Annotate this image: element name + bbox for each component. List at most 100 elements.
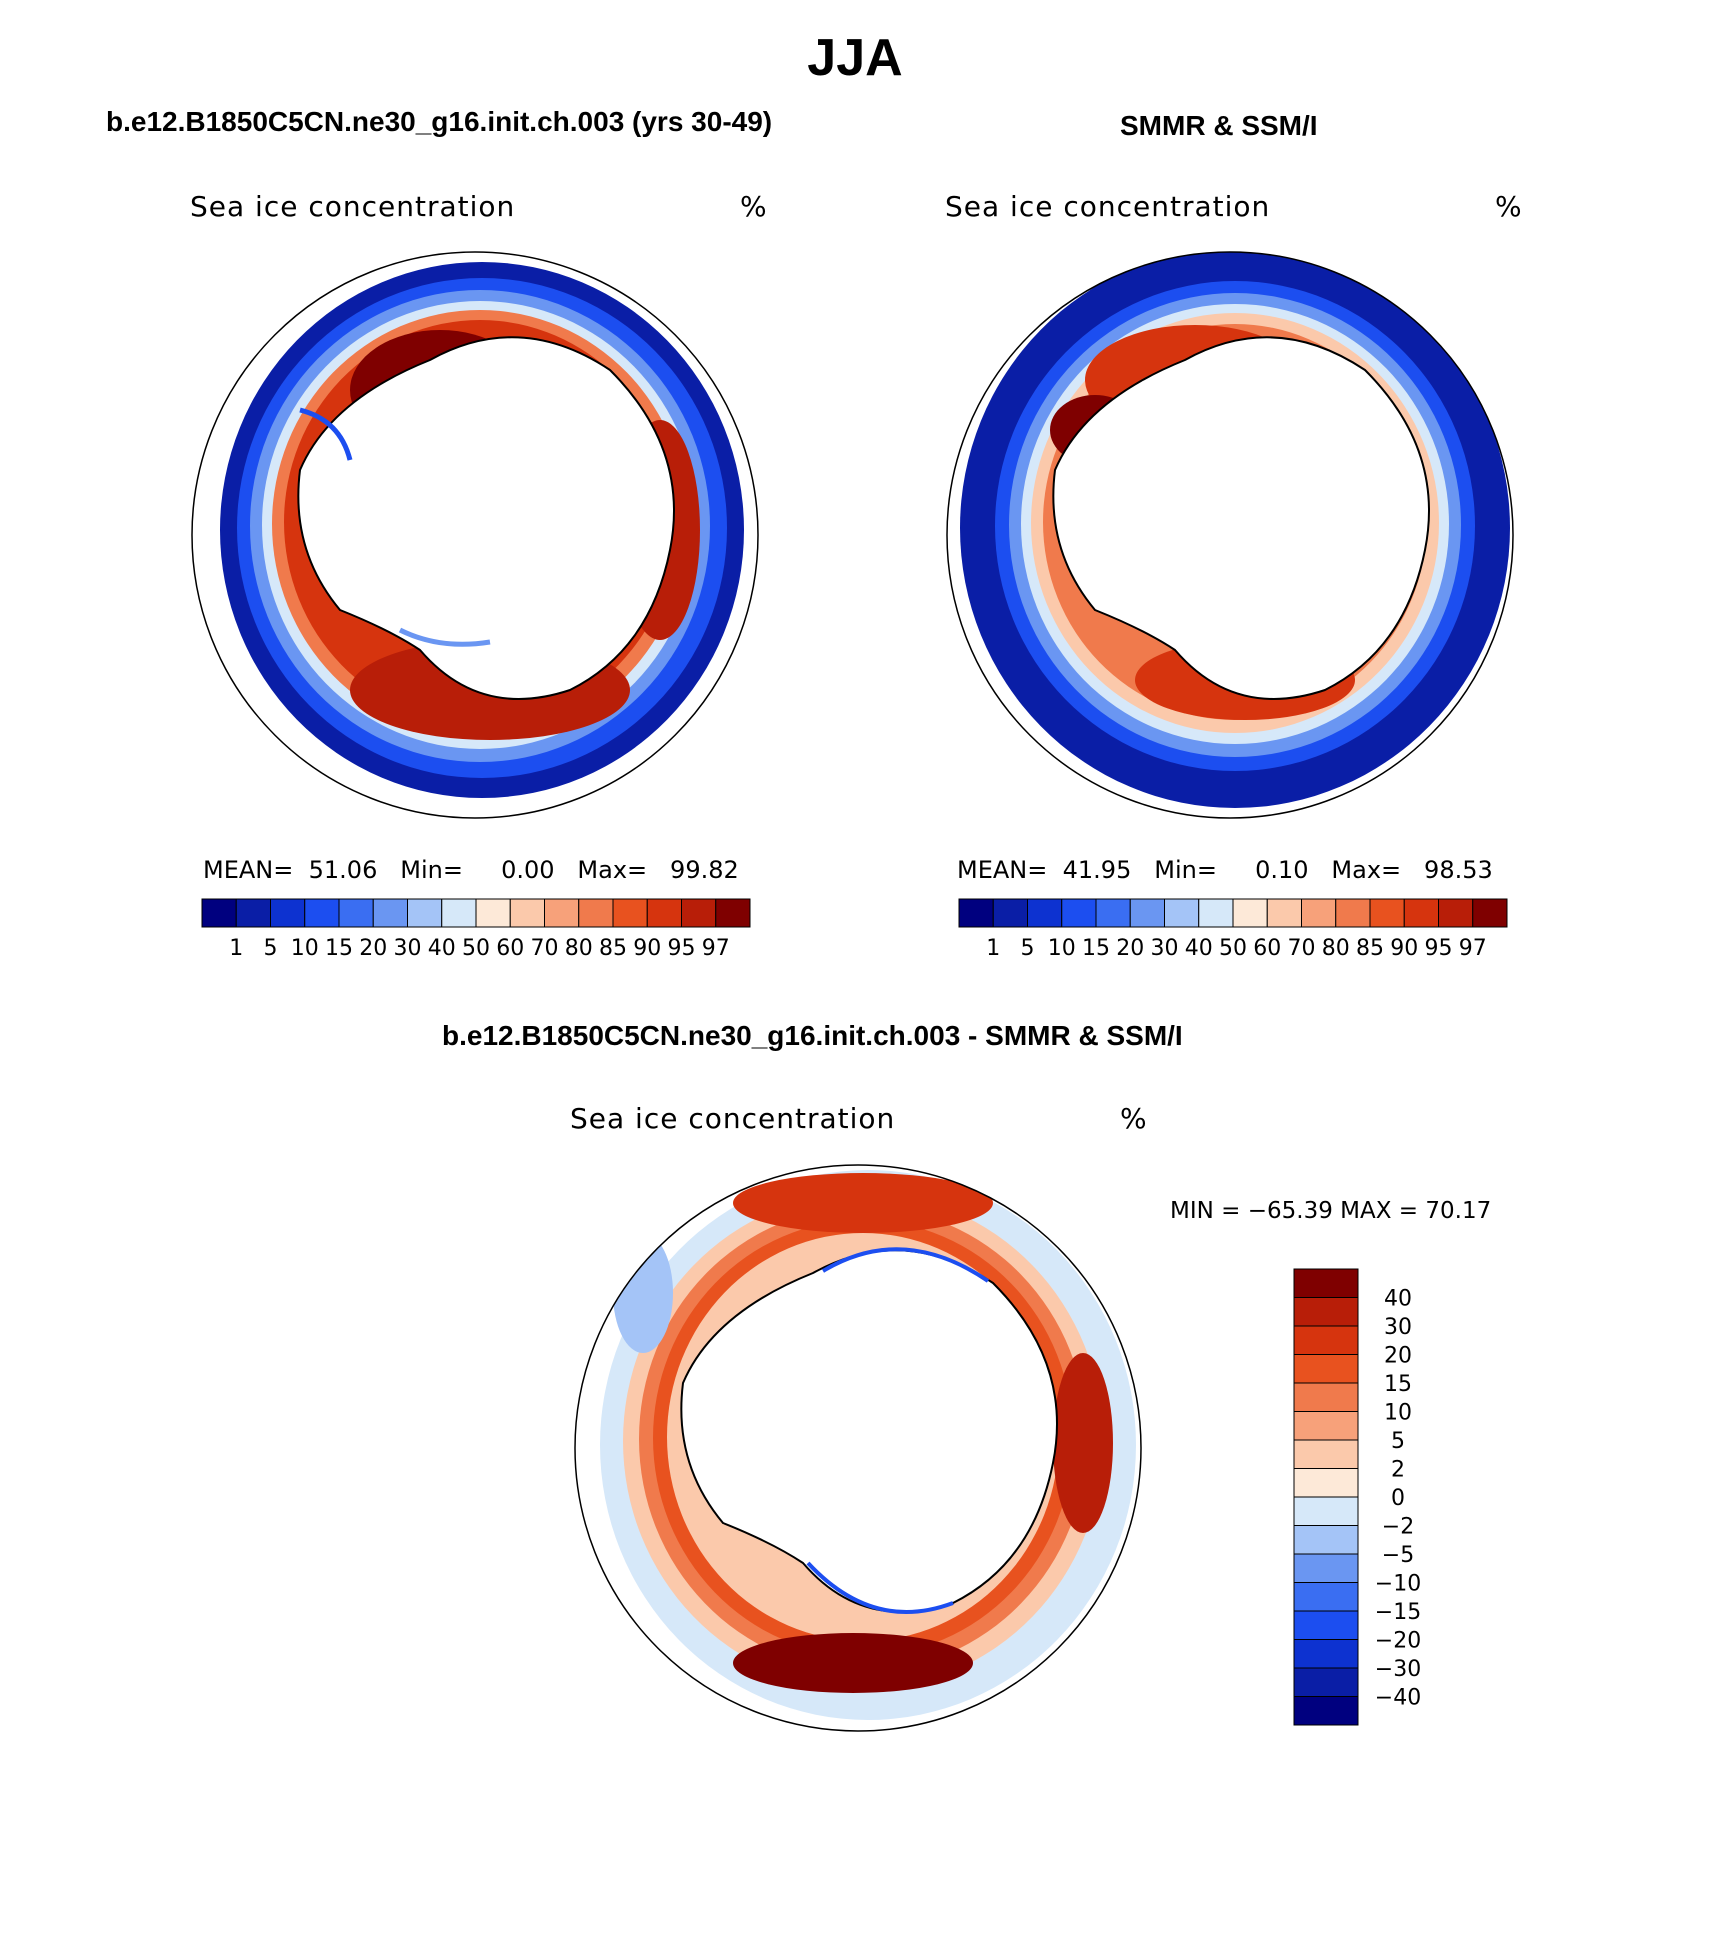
obs-colorbar-swatch [1232,898,1268,928]
diff-colorbar-tick-label: 30 [1384,1315,1412,1340]
model-polar-map [191,251,759,819]
obs-colorbar-swatch [1472,898,1508,928]
diff-colorbar-swatch [1293,1696,1359,1726]
obs-colorbar-tick-label: 90 [1390,936,1418,961]
obs-colorbar-tick-label: 5 [1021,936,1035,961]
model-colorbar-swatch [578,898,614,928]
model-colorbar-tick-label: 40 [428,936,456,961]
obs-colorbar-tick-label: 10 [1048,936,1076,961]
model-min-label: Min= [400,856,463,884]
model-stats: MEAN= 51.06 Min= 0.00 Max= 99.82 [203,856,739,884]
obs-colorbar-swatch [1095,898,1131,928]
diff-colorbar-swatch [1293,1354,1359,1384]
obs-colorbar-tick-label: 20 [1116,936,1144,961]
diff-colorbar-tick-label: −40 [1375,1686,1421,1711]
obs-colorbar-swatch [1369,898,1405,928]
obs-mean-value: 41.95 [1062,856,1132,884]
diff-colorbar-swatch [1293,1468,1359,1498]
obs-colorbar-swatch [1403,898,1439,928]
diff-colorbar-tick-label: −10 [1375,1572,1421,1597]
model-colorbar-swatch [235,898,271,928]
obs-colorbar-tick-label: 97 [1459,936,1487,961]
model-colorbar-tick-label: 1 [229,936,243,961]
model-colorbar-tick-label: 5 [264,936,278,961]
model-colorbar-tick-label: 90 [633,936,661,961]
model-colorbar-swatch [441,898,477,928]
diff-colorbar-tick-label: 10 [1384,1401,1412,1426]
diff-colorbar-swatch [1293,1382,1359,1412]
model-colorbar-tick-label: 85 [599,936,627,961]
obs-colorbar-tick-label: 50 [1219,936,1247,961]
obs-colorbar-tick-label: 15 [1082,936,1110,961]
page-title: JJA [807,29,903,87]
obs-min-label: Min= [1154,856,1217,884]
diff-minmax: MIN = −65.39 MAX = 70.17 [1170,1198,1492,1224]
model-colorbar-swatch [544,898,580,928]
diff-colorbar-tick-label: −5 [1382,1543,1414,1568]
diff-colorbar-tick-label: 5 [1391,1429,1405,1454]
model-colorbar-swatch [201,898,237,928]
obs-stats: MEAN= 41.95 Min= 0.10 Max= 98.53 [957,856,1493,884]
obs-colorbar: 1 5 10 15 20 30 40 50 60 70 80 85 90 95 97 [958,898,1508,961]
diff-colorbar-tick-label: 40 [1384,1287,1412,1312]
obs-min-value: 0.10 [1255,856,1309,884]
model-unit-label: % [740,190,767,223]
diff-colorbar-swatch [1293,1439,1359,1469]
diff-colorbar-tick-label: 20 [1384,1344,1412,1369]
diff-colorbar-tick-label: 2 [1391,1458,1405,1483]
model-mean-value: 51.06 [308,856,378,884]
obs-colorbar-swatch [1335,898,1371,928]
model-colorbar-tick-label: 60 [496,936,524,961]
diff-colorbar-tick-label: −2 [1382,1515,1414,1540]
model-colorbar-tick-label: 80 [565,936,593,961]
model-colorbar-swatch [681,898,717,928]
obs-colorbar-tick-label: 95 [1425,936,1453,961]
diff-colorbar-swatch [1293,1639,1359,1669]
diff-polar-map [574,1164,1142,1732]
obs-colorbar-tick-label: 30 [1151,936,1179,961]
diff-colorbar-swatch [1293,1667,1359,1697]
model-max-value: 99.82 [670,856,739,884]
obs-polar-map [946,251,1514,819]
model-colorbar-swatch [270,898,306,928]
obs-colorbar-swatch [958,898,994,928]
obs-colorbar-tick-label: 70 [1288,936,1316,961]
obs-colorbar-swatch [1438,898,1474,928]
obs-colorbar-swatch [1164,898,1200,928]
model-colorbar: 1 5 10 15 20 30 40 50 60 70 80 85 90 95 97 [201,898,751,961]
diff-colorbar-swatch [1293,1297,1359,1327]
obs-colorbar-swatch [992,898,1028,928]
diff-colorbar-tick-label: −30 [1375,1657,1421,1682]
model-max-label: Max= [577,856,648,884]
model-colorbar-tick-label: 10 [291,936,319,961]
diff-colorbar-tick-label: −20 [1375,1629,1421,1654]
diff-colorbar-swatch [1293,1411,1359,1441]
obs-colorbar-tick-label: 80 [1322,936,1350,961]
model-colorbar-tick-label: 95 [668,936,696,961]
model-colorbar-tick-label: 97 [702,936,730,961]
model-field-label: Sea ice concentration [190,190,516,223]
model-colorbar-tick-label: 50 [462,936,490,961]
obs-field-label: Sea ice concentration [945,190,1271,223]
model-colorbar-swatch [304,898,340,928]
model-colorbar-swatch [646,898,682,928]
diff-colorbar-tick-label: −15 [1375,1600,1421,1625]
obs-colorbar-swatch [1198,898,1234,928]
diff-colorbar-tick-label: 15 [1384,1372,1412,1397]
diff-colorbar-swatch [1293,1553,1359,1583]
obs-unit-label: % [1495,190,1522,223]
model-colorbar-swatch [338,898,374,928]
obs-max-label: Max= [1331,856,1402,884]
diff-unit-label: % [1120,1102,1147,1135]
obs-colorbar-tick-label: 40 [1185,936,1213,961]
obs-colorbar-tick-label: 85 [1356,936,1384,961]
diff-colorbar-swatch [1293,1610,1359,1640]
model-panel-title: b.e12.B1850C5CN.ne30_g16.init.ch.003 (yr… [106,106,773,137]
obs-colorbar-tick-label: 1 [986,936,1000,961]
model-colorbar-swatch [612,898,648,928]
model-colorbar-swatch [372,898,408,928]
obs-colorbar-swatch [1129,898,1165,928]
diff-field-label: Sea ice concentration [570,1102,896,1135]
obs-max-value: 98.53 [1424,856,1493,884]
